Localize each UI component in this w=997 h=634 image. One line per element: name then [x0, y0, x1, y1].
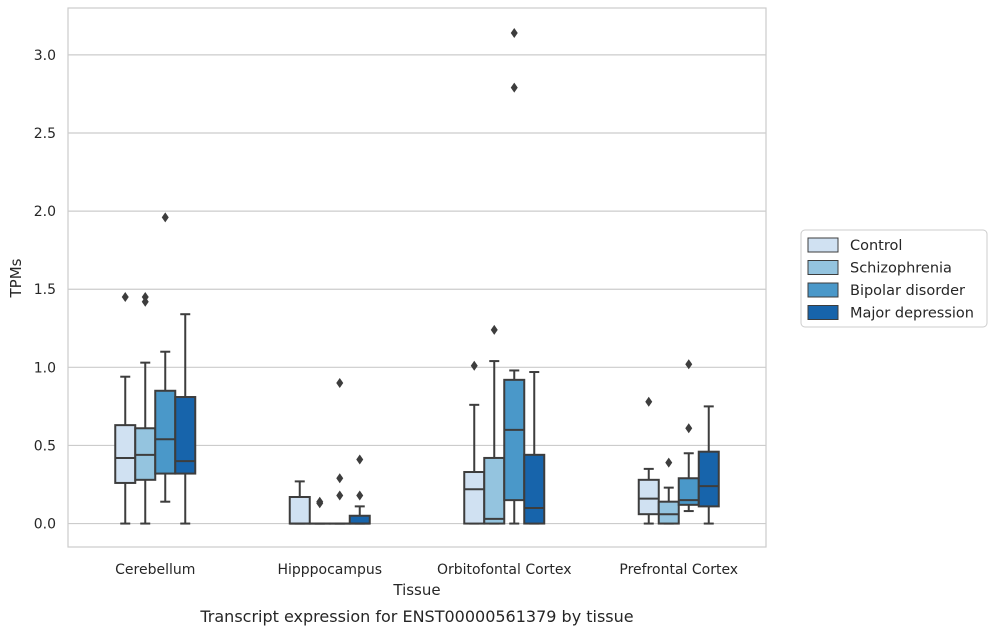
- outlier-point: [645, 396, 653, 407]
- box-control: [637, 396, 660, 525]
- legend: Control Schizophrenia Bipolar disorder Majo…: [800, 229, 988, 328]
- y-tick-label: 0.0: [34, 517, 56, 533]
- y-tick-label: 2.5: [34, 126, 56, 142]
- legend-label: Bipolar disorder: [850, 283, 965, 299]
- y-tick-label: 3.0: [34, 48, 56, 64]
- legend-label: Major depression: [850, 306, 974, 322]
- outlier-point: [336, 490, 344, 501]
- box-iqr: [154, 389, 177, 475]
- box-major-depression: [523, 371, 546, 525]
- outlier-point: [356, 490, 364, 501]
- outlier-point: [121, 292, 129, 303]
- outlier-point: [665, 457, 673, 468]
- box-major-depression: [697, 405, 720, 525]
- outlier-point: [510, 82, 518, 93]
- y-tick-label: 1.5: [34, 282, 56, 298]
- outlier-point: [470, 360, 478, 371]
- box-iqr: [288, 496, 311, 525]
- legend-label: Schizophrenia: [850, 261, 952, 277]
- outlier-point: [685, 359, 693, 370]
- y-tick-label: 2.0: [34, 204, 56, 220]
- y-axis-ticks: 0.0 0.5 1.0 1.5 2.0 2.5 3.0: [34, 48, 56, 533]
- x-tick-label: Orbitofontal Cortex: [437, 562, 572, 578]
- outlier-point: [336, 377, 344, 388]
- box-bipolar-disorder: [328, 377, 351, 525]
- y-tick-label: 1.0: [34, 360, 56, 376]
- box-iqr: [697, 450, 720, 508]
- legend-swatch: [807, 260, 839, 275]
- plot-frame: [67, 7, 767, 548]
- legend-swatch: [807, 305, 839, 320]
- box-bipolar-disorder: [677, 359, 700, 513]
- outlier-point: [685, 423, 693, 434]
- box-schizophrenia: [483, 324, 506, 525]
- outlier-point: [161, 212, 169, 223]
- chart-title: Transcript expression for ENST0000056137…: [199, 607, 633, 626]
- outlier-point: [490, 324, 498, 335]
- x-tick-label: Prefrontal Cortex: [619, 562, 738, 578]
- box-iqr: [503, 378, 526, 502]
- outlier-point: [356, 454, 364, 465]
- box-iqr: [114, 424, 137, 484]
- box-control: [463, 360, 486, 525]
- legend-label: Control: [850, 238, 902, 254]
- y-axis-label: TPMs: [7, 258, 25, 298]
- box-bipolar-disorder: [503, 27, 526, 525]
- box-schizophrenia: [134, 292, 157, 525]
- box-iqr: [483, 456, 506, 525]
- x-tick-label: Hipppocampus: [277, 562, 382, 578]
- box-iqr: [523, 453, 546, 525]
- legend-swatch: [807, 282, 839, 298]
- box-major-depression: [348, 454, 371, 525]
- box-iqr: [174, 396, 197, 475]
- outlier-point: [510, 27, 518, 38]
- outlier-point: [316, 498, 324, 509]
- box-schizophrenia: [308, 496, 331, 525]
- box-control: [114, 292, 137, 525]
- box-series: [114, 27, 720, 525]
- x-tick-label: Cerebellum: [115, 562, 195, 578]
- box-iqr: [637, 478, 660, 516]
- y-tick-label: 0.5: [34, 438, 56, 454]
- box-iqr: [657, 500, 680, 525]
- box-bipolar-disorder: [154, 212, 177, 503]
- x-axis-label: Tissue: [392, 581, 440, 599]
- legend-frame: [800, 229, 988, 328]
- outlier-point: [336, 473, 344, 484]
- box-iqr: [463, 471, 486, 525]
- box-iqr: [348, 514, 371, 525]
- x-axis-ticks: Cerebellum Hipppocampus Orbitofontal Corte…: [115, 562, 738, 578]
- box-control: [288, 480, 311, 525]
- outlier-point: [141, 296, 149, 307]
- box-schizophrenia: [657, 457, 680, 525]
- box-major-depression: [174, 313, 197, 525]
- legend-swatch: [807, 237, 839, 253]
